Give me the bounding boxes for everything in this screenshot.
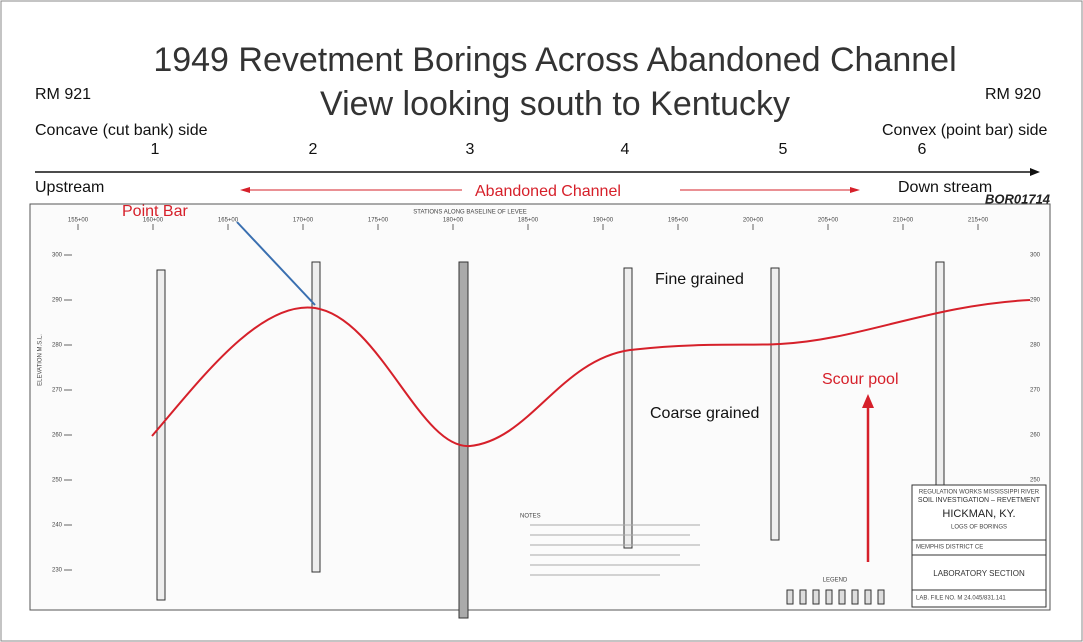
arrowhead [240, 187, 250, 193]
coarse-grained: Coarse grained [650, 405, 759, 422]
legend-title: LEGEND [823, 578, 848, 584]
borehole [770, 267, 780, 541]
point-bar: Point Bar [122, 203, 188, 220]
elevation-axis: ELEVATION M.S.L. [38, 334, 44, 386]
stations-header: STATIONS ALONG BASELINE OF LEVEE [413, 210, 526, 216]
elevation-label: 250 [1030, 478, 1041, 484]
flow-arrowhead [1030, 168, 1040, 176]
station-label: 205+00 [818, 218, 839, 224]
station-label: 160+00 [143, 218, 164, 224]
arrowhead [862, 394, 874, 408]
elevation-label: 280 [52, 343, 63, 349]
fine-grained: Fine grained [655, 271, 744, 288]
borehole [458, 261, 469, 619]
title: 1949 Revetment Borings Across Abandoned … [153, 41, 956, 79]
station-label: 200+00 [743, 218, 764, 224]
right-mile: RM 920 [985, 86, 1041, 103]
borehole [156, 269, 166, 601]
elevation-label: 290 [1030, 298, 1041, 304]
doc-id: BOR01714 [985, 191, 1051, 206]
elevation-label: 260 [1030, 433, 1041, 439]
boring-number: 1 [151, 141, 160, 158]
elevation-label: 290 [52, 298, 63, 304]
tb-file: LAB. FILE NO. M 24.045/831.141 [916, 596, 1006, 602]
elevation-label: 250 [52, 478, 63, 484]
channel-profile [151, 299, 1031, 448]
right-side: Convex (point bar) side [882, 122, 1048, 139]
downstream: Down stream [898, 179, 992, 196]
boring-number: 5 [779, 141, 788, 158]
tb-place: HICKMAN, KY. [942, 508, 1015, 520]
boring-numbers: 1 2 3 4 5 6 [151, 141, 927, 158]
tb-project: SOIL INVESTIGATION – REVETMENT [918, 497, 1041, 504]
boring-number: 2 [309, 141, 318, 158]
notes-lines [530, 524, 700, 576]
station-label: 170+00 [293, 218, 314, 224]
left-mile: RM 921 [35, 86, 91, 103]
tb-agency: REGULATION WORKS MISSISSIPPI RIVER [919, 490, 1040, 496]
borehole [935, 261, 945, 503]
scour-pool: Scour pool [822, 371, 899, 388]
station-label: 215+00 [968, 218, 989, 224]
boring-number: 3 [466, 141, 475, 158]
elevation-label: 300 [1030, 253, 1041, 259]
legend-swatches [786, 589, 885, 605]
borehole [311, 261, 321, 573]
elevation-label: 300 [52, 253, 63, 259]
elevation-label: 280 [1030, 343, 1041, 349]
stations: 155+00 160+00 165+00 170+00 175+00 180+00 185+… [68, 218, 989, 230]
elevation-label: 270 [1030, 388, 1041, 394]
borehole [623, 267, 633, 549]
station-label: 180+00 [443, 218, 464, 224]
elevation-label: 240 [52, 523, 63, 529]
station-label: 185+00 [518, 218, 539, 224]
subtitle: View looking south to Kentucky [320, 85, 790, 123]
boring-number: 4 [621, 141, 630, 158]
station-label: 155+00 [68, 218, 89, 224]
tb-sheet: LOGS OF BORINGS [951, 525, 1007, 531]
station-label: 165+00 [218, 218, 239, 224]
arrowhead [850, 187, 860, 193]
point-bar-line [236, 221, 316, 306]
elevation-label: 270 [52, 388, 63, 394]
boring-number: 6 [918, 141, 927, 158]
station-label: 210+00 [893, 218, 914, 224]
tb-district: MEMPHIS DISTRICT CE [916, 545, 983, 551]
tb-section: LABORATORY SECTION [933, 569, 1025, 578]
upstream: Upstream [35, 179, 104, 196]
notes-title: NOTES [520, 514, 541, 520]
boreholes [156, 261, 945, 619]
title-block [911, 484, 1047, 608]
elevation-label: 230 [52, 568, 63, 574]
station-label: 190+00 [593, 218, 614, 224]
abandoned-channel: Abandoned Channel [475, 183, 621, 200]
station-label: 195+00 [668, 218, 689, 224]
left-side: Concave (cut bank) side [35, 122, 208, 139]
elevation-label: 260 [52, 433, 63, 439]
station-label: 175+00 [368, 218, 389, 224]
drawing-frame [29, 203, 1051, 611]
